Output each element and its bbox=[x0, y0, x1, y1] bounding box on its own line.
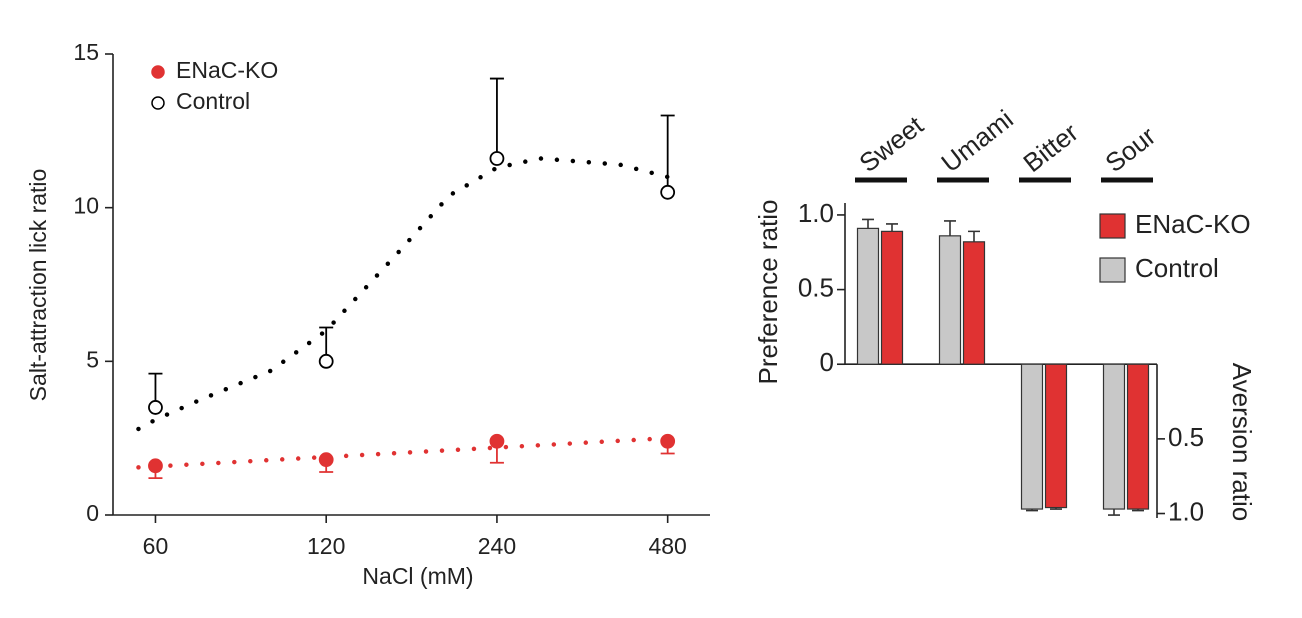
bar bbox=[962, 241, 986, 365]
point bbox=[489, 433, 505, 449]
y-tick-label: 1.0 bbox=[798, 198, 834, 228]
point bbox=[660, 433, 676, 449]
fit-curve bbox=[136, 156, 670, 432]
x-tick-label: Sweet bbox=[853, 110, 929, 179]
x-tick-label: 480 bbox=[648, 533, 686, 559]
y2-axis-label: Aversion ratio bbox=[1227, 363, 1257, 522]
legend-label: Control bbox=[1135, 253, 1219, 283]
x-tick-label: 120 bbox=[307, 533, 345, 559]
legend-swatch bbox=[1099, 213, 1126, 239]
legend-label: ENaC-KO bbox=[176, 57, 278, 83]
y-axis-label: Preference ratio bbox=[753, 200, 783, 385]
point bbox=[148, 458, 163, 474]
x-tick-label: Sour bbox=[1099, 120, 1161, 178]
point bbox=[660, 184, 676, 200]
y-tick-label: 0.5 bbox=[798, 272, 834, 302]
bar bbox=[1044, 363, 1068, 509]
legend-marker bbox=[151, 65, 165, 79]
bar bbox=[1126, 363, 1150, 510]
y-tick-label: 0 bbox=[820, 347, 834, 377]
bar bbox=[938, 235, 962, 365]
y-tick-label: 15 bbox=[73, 39, 99, 65]
bar bbox=[1102, 363, 1126, 510]
x-tick-label: Bitter bbox=[1017, 117, 1084, 178]
bar bbox=[856, 227, 880, 365]
legend-label: ENaC-KO bbox=[1135, 209, 1251, 239]
error-bar bbox=[660, 114, 675, 193]
error-bar bbox=[1108, 509, 1120, 516]
legend-label: Control bbox=[176, 88, 250, 114]
point bbox=[148, 400, 163, 415]
fit-curve bbox=[136, 435, 670, 470]
legend-swatch bbox=[1099, 257, 1126, 283]
point bbox=[489, 151, 505, 166]
y-tick-label: 0 bbox=[86, 500, 99, 526]
x-tick-label: 60 bbox=[143, 533, 169, 559]
error-bar bbox=[886, 223, 898, 232]
error-bar bbox=[944, 220, 956, 236]
x-tick-label: Umami bbox=[935, 104, 1018, 178]
x-tick-label: 240 bbox=[478, 533, 516, 559]
y-axis-label: Salt-attraction lick ratio bbox=[25, 169, 51, 402]
bar bbox=[1020, 363, 1044, 510]
x-axis-label: NaCl (mM) bbox=[362, 563, 473, 589]
error-bar bbox=[968, 230, 980, 242]
bar bbox=[880, 230, 904, 365]
point bbox=[318, 353, 334, 369]
error-bar bbox=[489, 77, 504, 159]
y-tick-label: 10 bbox=[73, 193, 99, 219]
point bbox=[318, 452, 334, 468]
legend-marker bbox=[151, 96, 165, 110]
y-tick-label: 5 bbox=[86, 346, 99, 372]
y2-tick-label: 1.0 bbox=[1168, 496, 1204, 526]
y2-tick-label: 0.5 bbox=[1168, 422, 1204, 452]
error-bar bbox=[862, 218, 874, 229]
